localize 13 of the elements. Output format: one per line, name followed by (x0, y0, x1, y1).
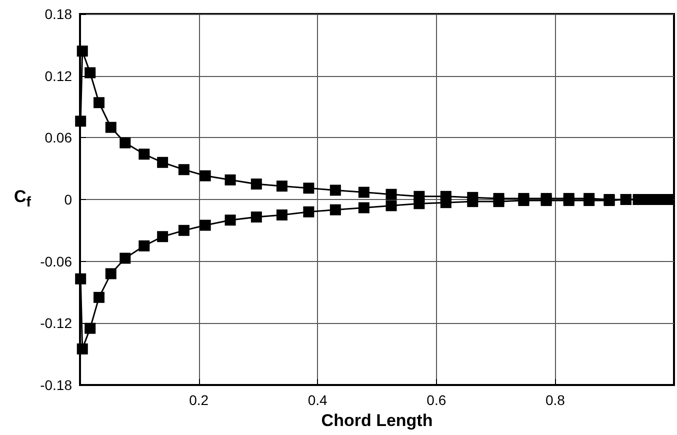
y-tick-label: 0.18 (44, 6, 72, 22)
y-tick-label: -0.12 (40, 315, 72, 332)
y-tick-label: -0.18 (40, 377, 72, 393)
y-tick-label: 0 (64, 192, 72, 208)
x-tick-label: 0.2 (189, 392, 209, 408)
x-tick-label: 0.6 (426, 392, 446, 408)
x-axis-title: Chord Length (321, 410, 433, 430)
y-tick-label: 0.12 (44, 68, 72, 84)
y-tick-label: -0.06 (40, 253, 72, 270)
y-axis-title: C$_{f}$ (14, 187, 31, 210)
x-tick-label: 0.8 (545, 392, 566, 408)
y-tick-label: 0.06 (44, 130, 72, 146)
x-tick-label: 0.4 (308, 392, 328, 408)
